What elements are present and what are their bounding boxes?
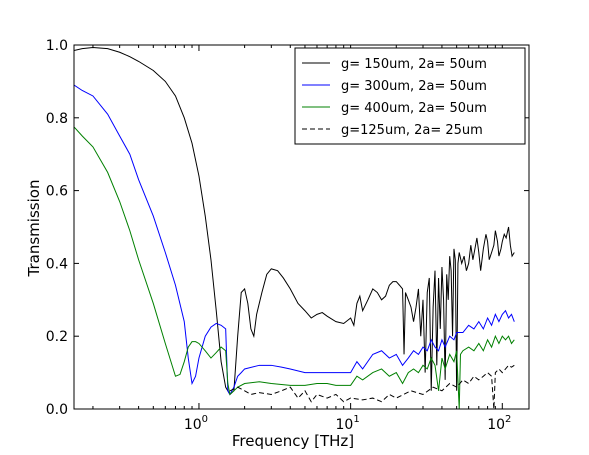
series-line-4 (229, 364, 515, 409)
x-tick-base: 10 (487, 417, 505, 433)
y-tick-label: 0.8 (46, 111, 68, 127)
legend-frame (294, 47, 526, 145)
plot-frame (73, 44, 530, 410)
x-tick-exponent: 0 (202, 414, 208, 425)
y-tick-label: 0.2 (46, 329, 68, 345)
x-tick-label: 101 (336, 414, 360, 433)
x-tick-label: 102 (487, 414, 511, 433)
series-line-3 (74, 126, 515, 409)
x-tick-exponent: 1 (353, 414, 359, 425)
y-tick-label: 0.4 (46, 256, 68, 272)
legend: g= 150um, 2a= 50um g= 300um, 2a= 50um g= 4… (294, 47, 526, 145)
y-tick-label: 1.0 (46, 38, 68, 54)
y-tick-label: 0.0 (46, 402, 68, 418)
legend-label-2: g= 300um, 2a= 50um (341, 79, 487, 94)
legend-label-1: g= 150um, 2a= 50um (341, 57, 487, 72)
x-tick-exponent: 2 (505, 414, 511, 425)
y-axis-title: Transmission (25, 180, 43, 278)
x-axis-title: Frequency [THz] (232, 432, 354, 450)
y-tick-label: 0.6 (46, 184, 68, 200)
legend-label-3: g= 400um, 2a= 50um (341, 101, 487, 116)
legend-entries: g= 150um, 2a= 50um g= 300um, 2a= 50um g= 4… (302, 57, 487, 138)
x-tick-label: 100 (184, 414, 208, 433)
legend-label-4: g=125um, 2a= 25um (341, 123, 483, 138)
x-tick-base: 10 (336, 417, 354, 433)
series-line-2 (74, 84, 515, 396)
x-tick-base: 10 (184, 417, 202, 433)
series-layer (74, 47, 515, 409)
